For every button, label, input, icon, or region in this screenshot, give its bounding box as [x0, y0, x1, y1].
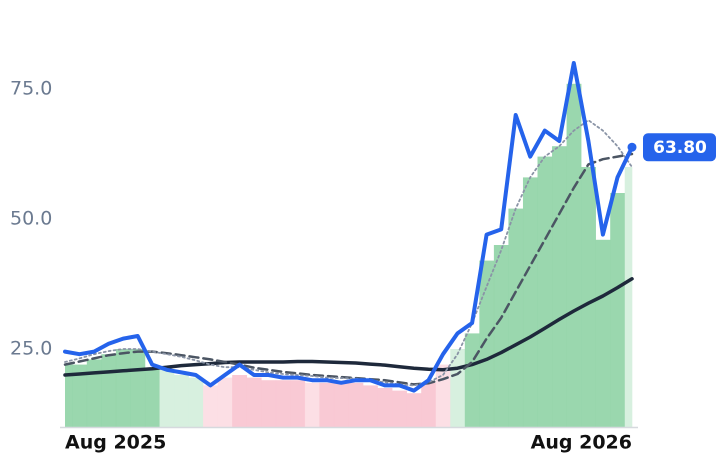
trend-bar — [464, 333, 480, 427]
trend-bar — [275, 380, 291, 427]
last-point — [627, 142, 637, 152]
x-tick-label: Aug 2025 — [65, 432, 166, 454]
trend-bar — [377, 388, 393, 427]
trend-bar — [581, 167, 596, 427]
series-line — [63, 152, 634, 386]
trend-bar — [566, 83, 582, 428]
trend-bar — [217, 377, 233, 427]
y-tick-label: 25.0 — [10, 338, 52, 360]
trend-bar — [392, 390, 407, 427]
trend-bar — [203, 385, 218, 427]
trend-bar — [421, 382, 437, 427]
trend-bar — [333, 382, 349, 427]
trend-bar — [595, 239, 611, 427]
trend-bar — [522, 177, 538, 427]
trend-bar — [610, 193, 626, 427]
trend-bar — [174, 375, 189, 427]
trend-bar — [188, 377, 204, 427]
trend-bar — [508, 208, 524, 427]
series-line — [63, 61, 634, 393]
y-tick-label: 50.0 — [10, 208, 52, 230]
trend-bar — [115, 349, 131, 427]
series-line — [64, 119, 633, 387]
y-tick-label: 75.0 — [10, 78, 52, 100]
x-tick-label: Aug 2026 — [531, 432, 632, 454]
trend-bar — [319, 382, 335, 427]
trend-bar — [65, 364, 73, 427]
trend-bar — [363, 385, 378, 427]
trend-bar — [348, 382, 364, 427]
trend-bar — [130, 349, 146, 427]
trend-bar — [493, 245, 509, 427]
trend-bar — [101, 354, 117, 427]
trend-bar — [552, 146, 567, 427]
trend-bar — [159, 369, 175, 427]
trend-bar — [624, 167, 633, 427]
value-label: 63.80 — [653, 138, 707, 158]
value-badge — [643, 133, 716, 162]
trend-bar — [232, 375, 248, 427]
trend-bar — [406, 393, 422, 427]
trend-bar — [290, 380, 306, 427]
trend-bar — [246, 377, 262, 427]
trend-bar — [72, 364, 88, 427]
trend-bar — [304, 382, 320, 427]
trend-bar — [86, 359, 102, 427]
trend-bar — [144, 369, 160, 427]
trend-bar — [261, 380, 277, 427]
trend-bar — [537, 156, 553, 427]
trend-bar — [479, 260, 495, 427]
